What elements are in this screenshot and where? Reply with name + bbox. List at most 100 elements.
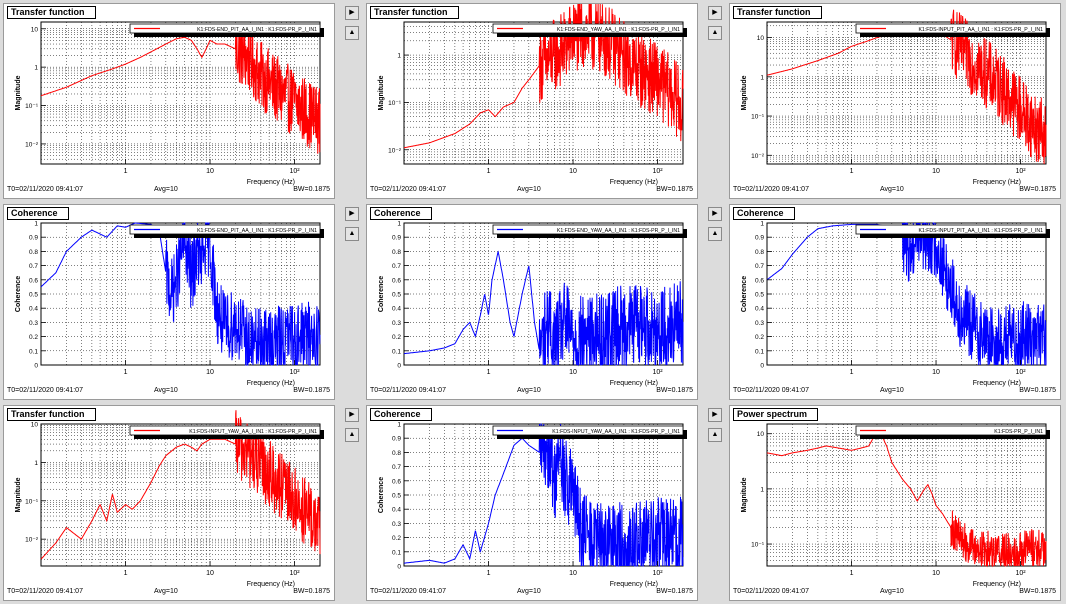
y-tick-label: 10 <box>757 35 765 42</box>
legend-label: K1:FDS-INPUT_YAW_AA_I_IN1 : K1:FDS-PR_P_… <box>189 429 317 435</box>
triangle-right-icon[interactable]: ▶ <box>345 6 359 20</box>
x-tick-label: 1 <box>487 168 491 175</box>
x-tick-label: 1 <box>487 570 491 577</box>
y-axis-label: Coherence <box>15 276 22 312</box>
x-axis-label: Frequency (Hz) <box>247 179 295 186</box>
y-axis-label: Magnitude <box>741 75 748 110</box>
chart-panel: K1:FDS-END_YAW_AA_I_IN1 : K1:FDS-PR_P_I_… <box>366 3 698 199</box>
legend: K1:FDS-INPUT_PIT_AA_I_IN1 : K1:FDS-PR_P_… <box>855 224 1050 238</box>
averages: Avg=10 <box>154 387 178 394</box>
bandwidth: BW=0.1875 <box>656 387 693 394</box>
x-axis-label: Frequency (Hz) <box>973 179 1021 186</box>
legend: K1:FDS-END_YAW_AA_I_IN1 : K1:FDS-PR_P_I_… <box>492 224 687 238</box>
y-tick-label: 0.9 <box>392 436 401 443</box>
x-axis-label: Frequency (Hz) <box>247 581 295 588</box>
triangle-up-icon[interactable]: ▲ <box>708 26 722 40</box>
bandwidth: BW=0.1875 <box>293 387 330 394</box>
triangle-up-icon[interactable]: ▲ <box>708 428 722 442</box>
legend: K1:FDS-END_PIT_AA_I_IN1 : K1:FDS-PR_P_I_… <box>129 224 324 238</box>
series-line <box>40 410 321 560</box>
y-axis-label: Magnitude <box>15 75 22 110</box>
x-tick-label: 10 <box>932 570 940 577</box>
plot-frame <box>40 21 321 165</box>
y-tick-label: 10 <box>757 431 765 438</box>
start-time: T0=02/11/2020 09:41:07 <box>370 588 446 595</box>
legend-label: K1:FDS-END_PIT_AA_I_IN1 : K1:FDS-PR_P_I_… <box>197 27 317 33</box>
y-tick-label: 0.5 <box>392 493 401 500</box>
y-tick-label: 1 <box>760 74 764 81</box>
panel-footer: T0=02/11/2020 09:41:07 Avg=10 BW=0.1875 <box>4 387 334 397</box>
panel-title: Transfer function <box>7 408 96 421</box>
chart-panel: K1:FDS-END_YAW_AA_I_IN1 : K1:FDS-PR_P_I_… <box>366 204 698 400</box>
x-tick-label: 10² <box>289 570 300 577</box>
panel-title: Coherence <box>370 408 432 421</box>
y-tick-label: 1 <box>397 422 401 429</box>
legend-label: K1:FDS-INPUT_YAW_AA_I_IN1 : K1:FDS-PR_P_… <box>552 429 680 435</box>
y-axis-label: Magnitude <box>741 477 748 512</box>
triangle-right-icon[interactable]: ▶ <box>345 207 359 221</box>
start-time: T0=02/11/2020 09:41:07 <box>370 186 446 193</box>
y-tick-label: 0.6 <box>755 277 764 284</box>
triangle-up-icon[interactable]: ▲ <box>708 227 722 241</box>
x-tick-label: 10 <box>569 369 577 376</box>
chart-svg: K1:FDS-INPUT_YAW_AA_I_IN1 : K1:FDS-PR_P_… <box>378 422 687 588</box>
y-tick-label: 0.9 <box>755 235 764 242</box>
averages: Avg=10 <box>154 186 178 193</box>
x-axis-label: Frequency (Hz) <box>247 380 295 387</box>
panel-footer: T0=02/11/2020 09:41:07 Avg=10 BW=0.1875 <box>367 588 697 598</box>
y-tick-label: 0.2 <box>392 535 401 542</box>
triangle-up-icon[interactable]: ▲ <box>345 26 359 40</box>
plot-frame <box>403 21 684 165</box>
y-axis-label: Magnitude <box>15 477 22 512</box>
y-tick-label: 0.7 <box>392 263 401 270</box>
panel-footer: T0=02/11/2020 09:41:07 Avg=10 BW=0.1875 <box>4 588 334 598</box>
triangle-right-icon[interactable]: ▶ <box>708 408 722 422</box>
triangle-right-icon[interactable]: ▶ <box>345 408 359 422</box>
x-tick-label: 1 <box>124 168 128 175</box>
y-tick-label: 0.2 <box>392 334 401 341</box>
legend-label: K1:FDS-END_YAW_AA_I_IN1 : K1:FDS-PR_P_I_… <box>557 27 680 33</box>
triangle-right-icon[interactable]: ▶ <box>708 207 722 221</box>
panel-title: Transfer function <box>370 6 459 19</box>
y-tick-label: 1 <box>760 221 764 228</box>
x-tick-label: 10² <box>1015 570 1026 577</box>
y-axis-label: Coherence <box>378 276 385 312</box>
x-tick-label: 10² <box>1015 369 1026 376</box>
y-tick-label: 0.5 <box>755 292 764 299</box>
y-tick-label: 0.5 <box>392 292 401 299</box>
chart-panel: K1:FDS-END_PIT_AA_I_IN1 : K1:FDS-PR_P_I_… <box>3 204 335 400</box>
y-tick-label: 0.3 <box>29 320 38 327</box>
y-tick-label: 0.3 <box>392 521 401 528</box>
y-axis-label: Coherence <box>741 276 748 312</box>
y-tick-label: 0.7 <box>29 263 38 270</box>
y-tick-label: 10⁻¹ <box>25 103 39 110</box>
y-tick-label: 0.9 <box>29 235 38 242</box>
y-tick-label: 0 <box>34 363 38 370</box>
y-tick-label: 10⁻² <box>751 153 765 160</box>
y-tick-label: 0.3 <box>755 320 764 327</box>
y-tick-label: 1 <box>397 53 401 60</box>
x-axis-label: Frequency (Hz) <box>610 380 658 387</box>
chart-svg: K1:FDS-END_YAW_AA_I_IN1 : K1:FDS-PR_P_I_… <box>378 221 687 387</box>
panel-footer: T0=02/11/2020 09:41:07 Avg=10 BW=0.1875 <box>4 186 334 196</box>
plot-frame <box>40 423 321 567</box>
x-tick-label: 1 <box>850 570 854 577</box>
y-tick-label: 0.6 <box>392 478 401 485</box>
legend: K1:FDS-INPUT_YAW_AA_I_IN1 : K1:FDS-PR_P_… <box>129 425 324 439</box>
triangle-right-icon[interactable]: ▶ <box>708 6 722 20</box>
panel-footer: T0=02/11/2020 09:41:07 Avg=10 BW=0.1875 <box>367 186 697 196</box>
y-tick-label: 0 <box>760 363 764 370</box>
x-axis-label: Frequency (Hz) <box>610 581 658 588</box>
bandwidth: BW=0.1875 <box>1019 588 1056 595</box>
y-tick-label: 0.4 <box>755 306 764 313</box>
series-line <box>766 430 1047 568</box>
triangle-up-icon[interactable]: ▲ <box>345 428 359 442</box>
plot-frame <box>766 21 1047 165</box>
triangle-up-icon[interactable]: ▲ <box>345 227 359 241</box>
chart-svg: K1:FDS-END_YAW_AA_I_IN1 : K1:FDS-PR_P_I_… <box>378 4 687 186</box>
y-tick-label: 0.2 <box>29 334 38 341</box>
panel-title: Coherence <box>370 207 432 220</box>
legend-label: K1:FDS-INPUT_PIT_AA_I_IN1 : K1:FDS-PR_P_… <box>918 27 1043 33</box>
y-tick-label: 0.2 <box>755 334 764 341</box>
legend: K1:FDS-END_PIT_AA_I_IN1 : K1:FDS-PR_P_I_… <box>129 23 324 37</box>
